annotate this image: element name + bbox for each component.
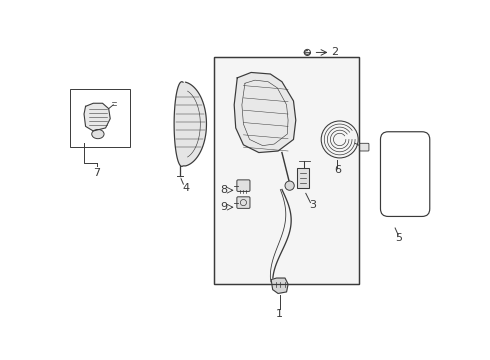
FancyBboxPatch shape [296,168,309,188]
Text: 5: 5 [395,233,402,243]
Polygon shape [234,72,296,153]
FancyBboxPatch shape [237,197,250,208]
Text: 6: 6 [334,165,341,175]
Text: 3: 3 [309,200,316,210]
Bar [70,89,130,147]
Text: 4: 4 [182,183,189,193]
Bar [214,57,359,284]
Bar [214,57,359,284]
Circle shape [285,181,294,190]
Text: 1: 1 [276,309,283,319]
Text: 8: 8 [220,185,227,195]
FancyBboxPatch shape [237,180,250,192]
FancyBboxPatch shape [360,143,369,151]
Polygon shape [271,278,288,293]
Text: 2: 2 [332,48,339,58]
Text: 7: 7 [94,167,100,177]
Polygon shape [174,82,206,166]
Text: 9: 9 [220,202,227,212]
Ellipse shape [92,130,104,139]
Polygon shape [84,103,110,131]
